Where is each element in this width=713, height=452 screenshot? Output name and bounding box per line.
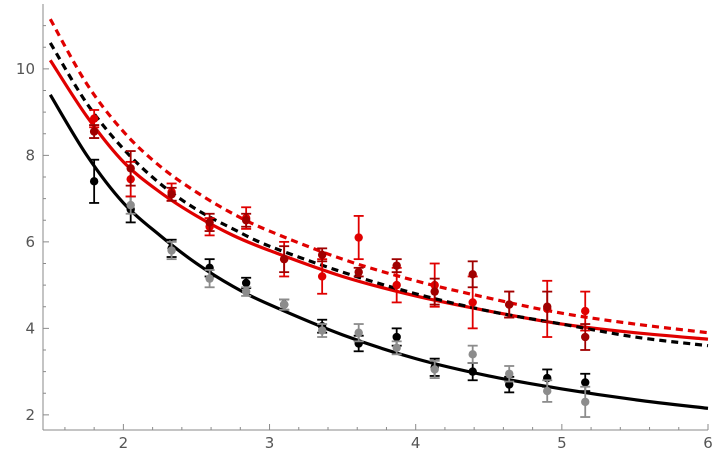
- marker: [89, 114, 99, 123]
- data-point: [429, 277, 440, 306]
- marker: [126, 200, 135, 210]
- marker: [505, 300, 514, 309]
- y-tick-label: 6: [25, 233, 35, 251]
- marker: [205, 274, 214, 283]
- marker: [468, 350, 477, 359]
- data-point: [391, 258, 402, 274]
- data-point: [429, 359, 440, 380]
- x-tick-label: 6: [703, 434, 713, 452]
- data-point: [125, 150, 136, 187]
- marker: [89, 177, 99, 186]
- marker: [354, 267, 363, 277]
- marker: [468, 367, 477, 376]
- data-point: [317, 258, 328, 295]
- data-point: [580, 385, 591, 418]
- marker: [392, 343, 401, 353]
- data-point: [166, 240, 177, 261]
- marker: [317, 250, 327, 260]
- solid-curve-1: [48, 59, 709, 341]
- data-point: [241, 212, 252, 228]
- marker: [581, 397, 590, 407]
- marker: [167, 246, 176, 255]
- data-point: [542, 290, 553, 323]
- data-point: [353, 215, 364, 261]
- marker: [354, 328, 363, 337]
- marker: [126, 164, 135, 173]
- data-point: [279, 245, 290, 274]
- data-point: [391, 340, 402, 356]
- marker: [241, 287, 251, 296]
- data-point: [166, 186, 177, 202]
- marker: [241, 278, 251, 288]
- marker: [392, 280, 401, 290]
- marker: [392, 332, 401, 342]
- y-tick-label: 4: [25, 319, 35, 337]
- data-point: [317, 247, 328, 263]
- data-points: [89, 109, 591, 418]
- marker: [241, 216, 251, 225]
- marker: [581, 306, 590, 316]
- data-point: [467, 260, 478, 289]
- x-tick-label: 3: [265, 434, 275, 452]
- dashed-curve-2: [48, 42, 709, 348]
- marker: [543, 386, 552, 396]
- marker: [543, 302, 552, 311]
- marker: [317, 272, 327, 281]
- marker: [167, 190, 176, 199]
- data-point: [89, 158, 100, 204]
- data-point: [241, 286, 252, 297]
- data-point: [353, 323, 364, 343]
- x-tick-label: 4: [411, 434, 421, 452]
- data-point: [204, 269, 215, 289]
- x-ticks: 2 3 4 5 6: [64, 424, 713, 452]
- data-point: [467, 362, 478, 382]
- marker: [392, 261, 401, 270]
- marker: [354, 233, 363, 242]
- marker: [505, 369, 514, 378]
- data-point: [317, 323, 328, 338]
- axes: 2 3 4 5 6 2 4 6 8 10: [16, 4, 713, 452]
- marker: [505, 380, 514, 389]
- data-point: [504, 290, 515, 319]
- marker: [581, 332, 590, 342]
- marker: [205, 218, 214, 227]
- marker: [279, 300, 289, 309]
- data-point: [580, 323, 591, 351]
- data-point: [204, 212, 215, 232]
- data-point: [467, 344, 478, 364]
- data-point: [504, 365, 515, 383]
- marker: [279, 254, 289, 264]
- y-tick-label: 2: [25, 406, 35, 424]
- marker: [581, 378, 590, 387]
- x-tick-label: 2: [119, 434, 129, 452]
- marker: [468, 270, 477, 279]
- data-point: [279, 298, 290, 311]
- data-point: [89, 124, 100, 139]
- marker: [89, 127, 99, 136]
- fit-curves: [48, 18, 709, 410]
- y-tick-label: 8: [25, 146, 35, 164]
- y-ticks: 2 4 6 8 10: [16, 25, 49, 424]
- marker: [430, 365, 439, 374]
- data-point: [542, 379, 553, 403]
- solid-curve-0: [48, 93, 709, 410]
- marker: [317, 326, 327, 335]
- dashed-curve-3: [48, 18, 709, 335]
- x-tick-label: 5: [557, 434, 567, 452]
- marker: [468, 298, 477, 307]
- y-tick-label: 10: [16, 60, 35, 78]
- marker: [430, 287, 439, 296]
- data-point: [353, 266, 364, 278]
